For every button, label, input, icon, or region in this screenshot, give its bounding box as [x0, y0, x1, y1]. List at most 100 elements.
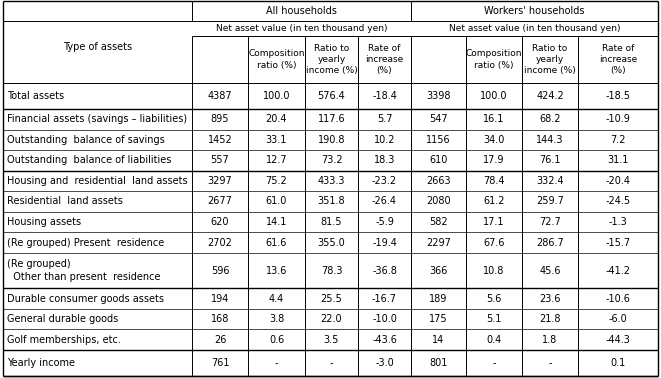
Text: 16.1: 16.1	[483, 114, 505, 124]
Text: Rate of
increase
(%): Rate of increase (%)	[366, 44, 404, 75]
Text: -: -	[275, 358, 278, 368]
Text: 194: 194	[211, 294, 229, 304]
Text: 761: 761	[211, 358, 229, 368]
Text: -26.4: -26.4	[372, 197, 397, 206]
Text: 3398: 3398	[426, 91, 451, 101]
Text: 175: 175	[429, 314, 447, 324]
Text: Type of assets: Type of assets	[63, 42, 132, 52]
Text: Workers' households: Workers' households	[485, 6, 585, 16]
Text: (Re grouped)
  Other than present  residence: (Re grouped) Other than present residenc…	[7, 259, 161, 282]
Text: -: -	[330, 358, 333, 368]
Text: -: -	[492, 358, 496, 368]
Text: -19.4: -19.4	[372, 237, 397, 248]
Text: -1.3: -1.3	[609, 217, 627, 227]
Text: -36.8: -36.8	[372, 266, 397, 276]
Text: All households: All households	[266, 6, 337, 16]
Text: 14.1: 14.1	[266, 217, 287, 227]
Text: Net asset value (in ten thousand yen): Net asset value (in ten thousand yen)	[449, 24, 620, 33]
Text: 23.6: 23.6	[539, 294, 561, 304]
Text: 355.0: 355.0	[318, 237, 346, 248]
Text: 3297: 3297	[208, 176, 233, 186]
Text: Composition
ratio (%): Composition ratio (%)	[249, 50, 305, 70]
Text: -16.7: -16.7	[372, 294, 397, 304]
Text: 10.8: 10.8	[483, 266, 505, 276]
Text: Composition
ratio (%): Composition ratio (%)	[466, 50, 522, 70]
Text: 620: 620	[211, 217, 229, 227]
Text: 424.2: 424.2	[536, 91, 564, 101]
Text: 12.7: 12.7	[266, 155, 288, 165]
Text: -41.2: -41.2	[605, 266, 631, 276]
Text: -43.6: -43.6	[372, 335, 397, 345]
Text: 576.4: 576.4	[318, 91, 346, 101]
Text: 557: 557	[211, 155, 229, 165]
Text: 13.6: 13.6	[266, 266, 287, 276]
Text: (Re grouped) Present  residence: (Re grouped) Present residence	[7, 237, 164, 248]
Text: 76.1: 76.1	[539, 155, 561, 165]
Text: 5.7: 5.7	[377, 114, 392, 124]
Text: 61.0: 61.0	[266, 197, 287, 206]
Text: 10.2: 10.2	[373, 135, 395, 145]
Text: 2702: 2702	[208, 237, 233, 248]
Text: 68.2: 68.2	[539, 114, 561, 124]
Text: 5.6: 5.6	[486, 294, 502, 304]
Text: 73.2: 73.2	[321, 155, 342, 165]
Text: 34.0: 34.0	[483, 135, 505, 145]
Text: 78.4: 78.4	[483, 176, 505, 186]
Text: -10.6: -10.6	[605, 294, 631, 304]
Text: 286.7: 286.7	[536, 237, 564, 248]
Text: 596: 596	[211, 266, 229, 276]
Text: Rate of
increase
(%): Rate of increase (%)	[599, 44, 637, 75]
Text: 20.4: 20.4	[266, 114, 288, 124]
Text: 610: 610	[429, 155, 447, 165]
Text: 190.8: 190.8	[318, 135, 345, 145]
Text: 21.8: 21.8	[539, 314, 561, 324]
Text: -3.0: -3.0	[375, 358, 394, 368]
Text: 2677: 2677	[208, 197, 233, 206]
Text: -18.4: -18.4	[372, 91, 397, 101]
Text: -44.3: -44.3	[605, 335, 631, 345]
Text: Residential  land assets: Residential land assets	[7, 197, 123, 206]
Text: 61.6: 61.6	[266, 237, 287, 248]
Text: 26: 26	[214, 335, 226, 345]
Text: 3.8: 3.8	[269, 314, 284, 324]
Text: 801: 801	[429, 358, 447, 368]
Text: 100.0: 100.0	[263, 91, 290, 101]
Text: Durable consumer goods assets: Durable consumer goods assets	[7, 294, 164, 304]
Text: 117.6: 117.6	[318, 114, 345, 124]
Text: General durable goods: General durable goods	[7, 314, 118, 324]
Text: 33.1: 33.1	[266, 135, 287, 145]
Text: 144.3: 144.3	[536, 135, 564, 145]
Text: -5.9: -5.9	[375, 217, 394, 227]
Text: 3.5: 3.5	[324, 335, 339, 345]
Text: 25.5: 25.5	[321, 294, 342, 304]
Text: 61.2: 61.2	[483, 197, 505, 206]
Text: 332.4: 332.4	[536, 176, 564, 186]
Text: Financial assets (savings – liabilities): Financial assets (savings – liabilities)	[7, 114, 187, 124]
Text: 18.3: 18.3	[374, 155, 395, 165]
Text: -10.9: -10.9	[605, 114, 631, 124]
Text: 5.1: 5.1	[486, 314, 502, 324]
Text: 0.6: 0.6	[269, 335, 284, 345]
Text: 4387: 4387	[208, 91, 232, 101]
Text: 14: 14	[432, 335, 445, 345]
Text: 81.5: 81.5	[321, 217, 342, 227]
Text: 582: 582	[429, 217, 447, 227]
Text: 547: 547	[429, 114, 447, 124]
Text: 4.4: 4.4	[269, 294, 284, 304]
Text: 100.0: 100.0	[481, 91, 508, 101]
Text: -24.5: -24.5	[605, 197, 631, 206]
Text: 31.1: 31.1	[607, 155, 629, 165]
Text: 1156: 1156	[426, 135, 451, 145]
Text: Net asset value (in ten thousand yen): Net asset value (in ten thousand yen)	[215, 24, 387, 33]
Text: 1.8: 1.8	[543, 335, 558, 345]
Text: 17.1: 17.1	[483, 217, 505, 227]
Text: 168: 168	[211, 314, 229, 324]
Text: Ratio to
yearly
income (%): Ratio to yearly income (%)	[524, 44, 576, 75]
Text: Housing and  residential  land assets: Housing and residential land assets	[7, 176, 188, 186]
Text: 2080: 2080	[426, 197, 451, 206]
Text: -23.2: -23.2	[372, 176, 397, 186]
Text: Outstanding  balance of liabilities: Outstanding balance of liabilities	[7, 155, 171, 165]
Text: 67.6: 67.6	[483, 237, 505, 248]
Text: 72.7: 72.7	[539, 217, 561, 227]
Text: 2297: 2297	[426, 237, 451, 248]
